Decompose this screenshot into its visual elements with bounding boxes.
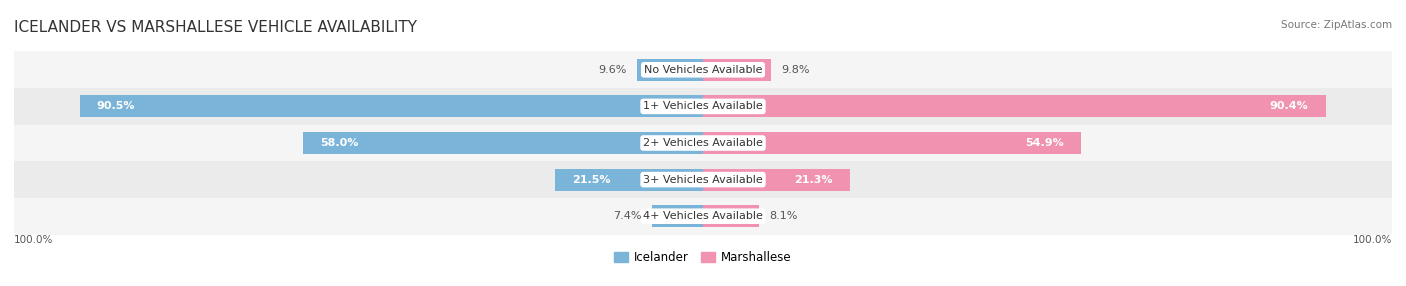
- Bar: [304, 132, 703, 154]
- Text: 21.5%: 21.5%: [572, 175, 610, 184]
- Text: 100.0%: 100.0%: [1353, 235, 1392, 245]
- Bar: [703, 59, 770, 81]
- Text: 8.1%: 8.1%: [769, 211, 797, 221]
- Bar: [703, 96, 1326, 117]
- Bar: [703, 205, 759, 227]
- Text: 1+ Vehicles Available: 1+ Vehicles Available: [643, 102, 763, 111]
- Bar: [703, 169, 849, 190]
- Text: 100.0%: 100.0%: [14, 235, 53, 245]
- Bar: [80, 96, 703, 117]
- Text: Source: ZipAtlas.com: Source: ZipAtlas.com: [1281, 20, 1392, 30]
- Text: 90.4%: 90.4%: [1270, 102, 1309, 111]
- Text: 58.0%: 58.0%: [321, 138, 359, 148]
- Text: No Vehicles Available: No Vehicles Available: [644, 65, 762, 75]
- Text: 90.5%: 90.5%: [97, 102, 135, 111]
- Text: 9.6%: 9.6%: [598, 65, 627, 75]
- Bar: [14, 161, 1392, 198]
- Bar: [14, 198, 1392, 235]
- Text: 9.8%: 9.8%: [780, 65, 810, 75]
- Text: 2+ Vehicles Available: 2+ Vehicles Available: [643, 138, 763, 148]
- Bar: [652, 205, 703, 227]
- Text: 7.4%: 7.4%: [613, 211, 641, 221]
- Bar: [703, 132, 1081, 154]
- Text: 3+ Vehicles Available: 3+ Vehicles Available: [643, 175, 763, 184]
- Text: 21.3%: 21.3%: [794, 175, 832, 184]
- Text: 4+ Vehicles Available: 4+ Vehicles Available: [643, 211, 763, 221]
- Bar: [555, 169, 703, 190]
- Legend: Icelander, Marshallese: Icelander, Marshallese: [610, 247, 796, 269]
- Text: 54.9%: 54.9%: [1025, 138, 1064, 148]
- Bar: [14, 125, 1392, 161]
- Bar: [14, 88, 1392, 125]
- Bar: [14, 51, 1392, 88]
- Bar: [637, 59, 703, 81]
- Text: ICELANDER VS MARSHALLESE VEHICLE AVAILABILITY: ICELANDER VS MARSHALLESE VEHICLE AVAILAB…: [14, 20, 418, 35]
